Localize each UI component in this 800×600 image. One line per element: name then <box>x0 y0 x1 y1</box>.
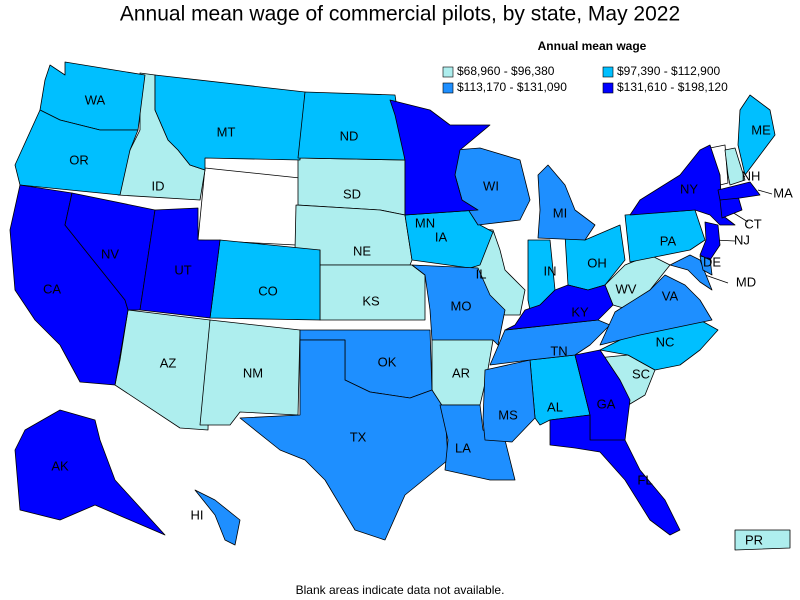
state-label: NC <box>656 334 675 349</box>
state-label: ME <box>751 122 771 137</box>
state <box>724 147 746 186</box>
state-label: NM <box>243 365 263 380</box>
state-label: UT <box>174 262 191 277</box>
legend-swatch <box>442 66 454 78</box>
state-no-data <box>197 167 301 246</box>
state-label: MI <box>553 205 567 220</box>
state-label: PR <box>745 532 763 547</box>
state-label: MS <box>498 407 518 422</box>
state-label: ID <box>152 178 165 193</box>
state-label: WA <box>85 92 106 107</box>
state <box>504 284 614 331</box>
state-label: IN <box>544 263 557 278</box>
legend: $68,960 - $96,380 $97,390 - $112,900 $113,… <box>442 64 728 94</box>
state <box>439 404 516 481</box>
state-label: SD <box>343 186 361 201</box>
footnote: Blank areas indicate data not available. <box>296 583 505 597</box>
state-label: FL <box>637 472 652 487</box>
state-label: KY <box>571 304 589 319</box>
legend-swatch <box>602 82 614 94</box>
legend-swatch <box>442 82 454 94</box>
state <box>14 409 166 536</box>
state-label: AL <box>547 399 563 414</box>
state <box>482 359 536 443</box>
state <box>629 144 736 226</box>
state <box>139 207 221 319</box>
state-label: MD <box>736 274 756 289</box>
state-label: OR <box>69 152 89 167</box>
state-label: NY <box>680 181 698 196</box>
state-label: HI <box>191 507 204 522</box>
state-label: IL <box>476 266 487 281</box>
state-label: SC <box>632 366 650 381</box>
state-label: AZ <box>160 355 177 370</box>
legend-label: $131,610 - $198,120 <box>617 80 728 94</box>
legend-label: $68,960 - $96,380 <box>457 64 555 78</box>
state-label: KS <box>362 293 380 308</box>
state-label: MO <box>451 298 472 313</box>
state-label: GA <box>597 396 616 411</box>
state-label: LA <box>455 440 471 455</box>
state-label: TN <box>550 343 567 358</box>
state-label: CO <box>258 283 278 298</box>
state-label: WV <box>616 281 637 296</box>
state <box>209 239 321 321</box>
state <box>737 94 776 176</box>
state <box>14 109 139 196</box>
state <box>537 164 596 241</box>
state <box>411 264 506 346</box>
state-label: ND <box>340 128 359 143</box>
state <box>699 221 721 261</box>
states <box>9 61 791 551</box>
leader-line <box>731 211 749 223</box>
state-label: CT <box>744 216 761 231</box>
state-label: DE <box>703 254 721 269</box>
legend-label: $97,390 - $112,900 <box>617 64 721 78</box>
state <box>599 274 713 346</box>
state-label: IA <box>435 229 448 244</box>
state-label: OK <box>378 354 397 369</box>
state <box>604 254 671 311</box>
state-label: NH <box>742 168 761 183</box>
state <box>734 529 791 551</box>
state-label: NV <box>101 246 119 261</box>
state <box>239 339 449 541</box>
state <box>489 319 611 366</box>
state-label: MT <box>217 124 236 139</box>
state-label: MN <box>415 215 435 230</box>
state <box>549 414 681 536</box>
state <box>194 489 241 546</box>
state-label: PA <box>660 233 677 248</box>
state-label: OH <box>587 255 607 270</box>
map-title: Annual mean wage of commercial pilots, b… <box>120 3 680 26</box>
state <box>297 91 406 161</box>
legend-title: Annual mean wage <box>538 39 647 53</box>
state-label: NE <box>353 243 371 258</box>
state-labels: ID SD NE KS IL AZ NM AR WV SC NH PR WA OR MT ND IA CO IN OH… <box>43 92 793 547</box>
leader-line <box>704 274 729 284</box>
legend-label: $113,170 - $131,090 <box>457 80 567 94</box>
legend-swatch <box>602 66 614 78</box>
state-label: NJ <box>734 232 750 247</box>
state-label: VA <box>662 288 679 303</box>
state-label: CA <box>43 281 61 296</box>
state-label: AK <box>51 458 69 473</box>
state-label: TX <box>350 429 367 444</box>
state-label: MA <box>773 185 793 200</box>
state-label: AR <box>452 365 470 380</box>
state <box>717 181 761 201</box>
leader-line <box>757 189 773 195</box>
state-label: WI <box>483 178 499 193</box>
state <box>389 99 491 216</box>
